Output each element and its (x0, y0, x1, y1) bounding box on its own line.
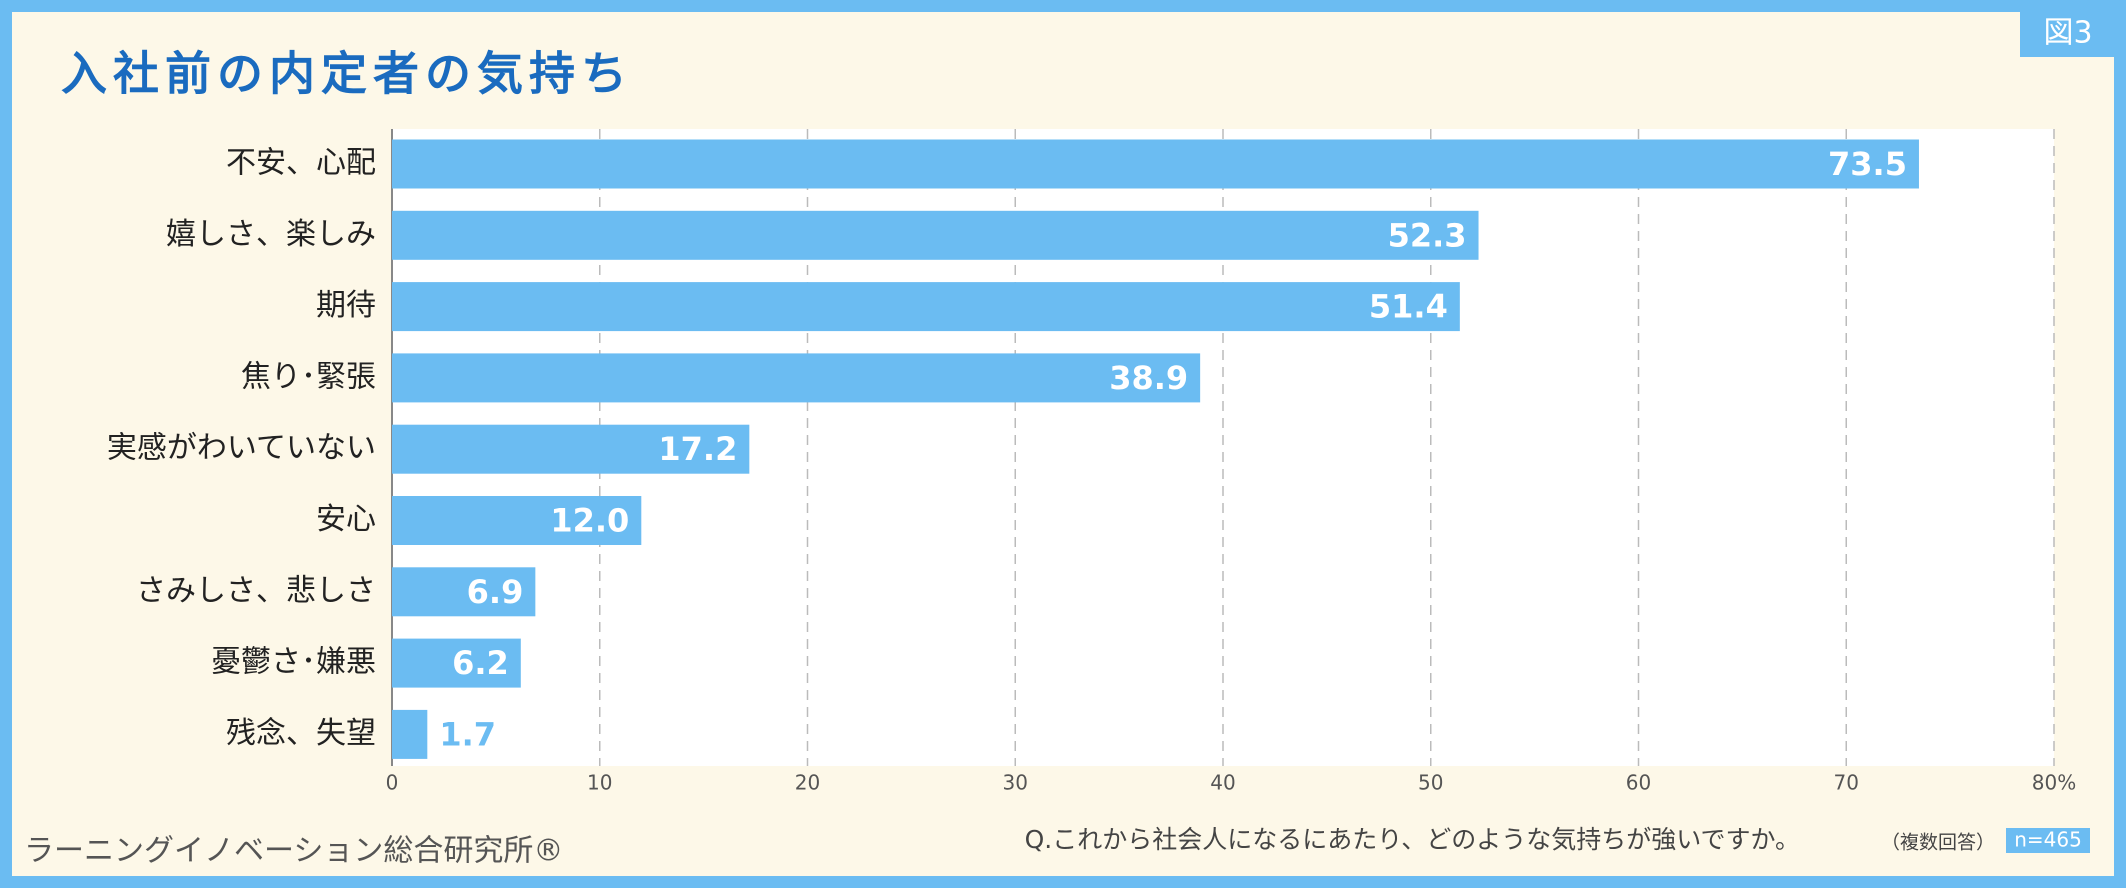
value-label: 38.9 (1109, 359, 1188, 397)
y-tick-label: 嬉しさ、楽しみ (166, 217, 376, 252)
y-tick-label: 不安、心配 (226, 146, 376, 181)
bar (392, 496, 642, 545)
x-tick-label: 30 (1003, 771, 1028, 795)
question: Q.これから社会人になるにあたり、どのような気持ちが強いですか。 (1025, 825, 1800, 854)
y-tick-label: 残念、失望 (226, 716, 376, 751)
value-label: 52.3 (1388, 216, 1467, 254)
y-tick-label: 実感がわいていない (107, 431, 376, 466)
sample: n=465 (2014, 828, 2082, 852)
x-tick-label: 60 (1626, 771, 1651, 795)
y-tick-label: さみしさ、悲しさ (136, 573, 376, 608)
value-label: 12.0 (550, 502, 629, 540)
value-label: 1.7 (439, 715, 496, 753)
x-tick-label: 70 (1834, 771, 1859, 795)
value-label: 6.2 (452, 644, 509, 682)
bar (392, 210, 1479, 260)
source: ラーニングイノベーション総合研究所® (24, 834, 563, 869)
x-tick-label: 50 (1418, 771, 1443, 795)
sample-box (2006, 828, 2090, 853)
badge: 図3 (2043, 16, 2092, 51)
bar (392, 424, 750, 474)
value-label: 73.5 (1828, 145, 1907, 183)
bar (392, 567, 536, 617)
x-tick-label: 40 (1210, 771, 1235, 795)
bar (392, 282, 1460, 332)
bar (392, 139, 1919, 189)
y-tick-label: 安心 (316, 502, 376, 537)
y-tick-label: 憂鬱さ･嫌悪 (211, 645, 376, 680)
y-tick-label: 期待 (316, 288, 376, 323)
note: （複数回答） (1881, 832, 1995, 854)
x-tick-label: 0 (386, 771, 399, 795)
bar (392, 638, 521, 688)
bar (392, 353, 1201, 403)
badge-box (2020, 11, 2116, 57)
x-tick-label: 80% (2032, 771, 2076, 795)
bar (392, 709, 428, 759)
value-label: 51.4 (1369, 288, 1448, 326)
y-tick-label: 焦り･緊張 (241, 359, 376, 394)
x-tick-label: 20 (795, 771, 820, 795)
chart-title: 入社前の内定者の気持ち (61, 47, 633, 101)
x-tick-label: 10 (587, 771, 612, 795)
value-label: 6.9 (467, 573, 524, 611)
value-label: 17.2 (658, 430, 737, 468)
